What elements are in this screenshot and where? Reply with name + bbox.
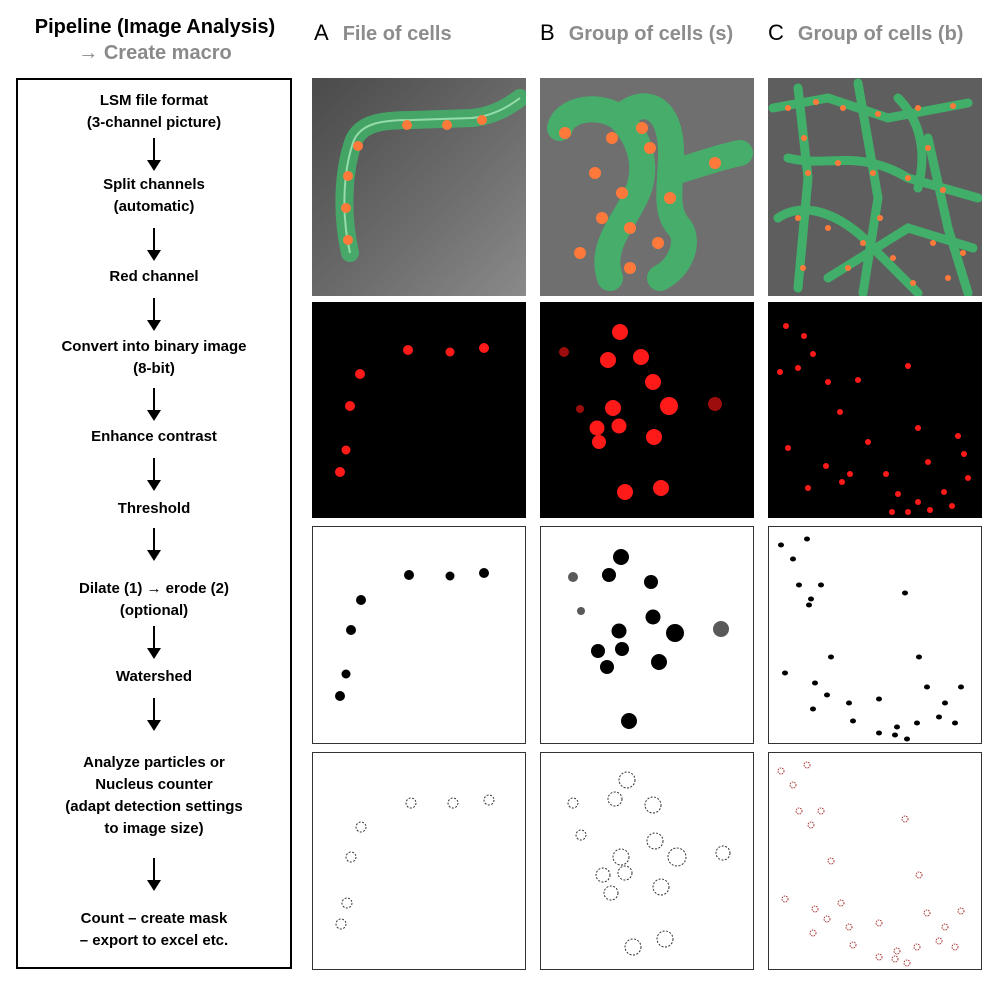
down-arrow-icon xyxy=(147,138,161,171)
step-count-mask: Count – create mask xyxy=(80,910,228,927)
down-arrow-icon xyxy=(147,228,161,261)
column-name: Group of cells (s) xyxy=(568,23,734,45)
step-nucleus-counter: Nucleus counter xyxy=(95,776,213,793)
step-convert-note: (8-bit) xyxy=(133,360,175,377)
down-arrow-icon xyxy=(147,298,161,331)
step-convert-binary: Convert into binary image xyxy=(61,338,247,355)
column-letter: C xyxy=(768,20,784,45)
micrograph-a-red-channel xyxy=(312,302,526,518)
step-enhance-contrast: Enhance contrast xyxy=(91,428,217,445)
micrograph-a-overlay xyxy=(312,78,526,296)
micrograph-c-binary xyxy=(768,526,982,744)
column-letter: A xyxy=(314,20,329,45)
step-dilate-note: (optional) xyxy=(119,602,189,619)
micrograph-c-red-channel xyxy=(768,302,982,518)
pipeline-box xyxy=(16,78,292,969)
step-red-channel: Red channel xyxy=(109,268,199,285)
step-lsm-note: (3-channel picture) xyxy=(86,114,222,131)
down-arrow-icon xyxy=(147,698,161,731)
down-arrow-icon xyxy=(147,528,161,561)
micrograph-c-outlines xyxy=(768,752,982,970)
micrograph-b-overlay xyxy=(540,78,754,296)
pipeline-title: Pipeline (Image Analysis) xyxy=(34,16,276,38)
step-split-note: (automatic) xyxy=(113,198,195,215)
column-name: Group of cells (b) xyxy=(797,23,964,45)
down-arrow-icon xyxy=(147,388,161,421)
micrograph-a-outlines xyxy=(312,752,526,970)
column-header-c: C Group of cells (b) xyxy=(768,20,963,46)
step-adapt-settings: (adapt detection settings xyxy=(65,798,243,815)
column-name: File of cells xyxy=(342,23,452,45)
micrograph-b-outlines xyxy=(540,752,754,970)
micrograph-b-red-channel xyxy=(540,302,754,518)
step-lsm-file-format: LSM file format xyxy=(99,92,209,109)
micrograph-c-overlay xyxy=(768,78,982,296)
step-watershed: Watershed xyxy=(115,668,193,685)
column-header-a: A File of cells xyxy=(314,20,452,46)
step-dilate-erode: Dilate (1) → erode (2) xyxy=(78,580,230,597)
step-threshold: Threshold xyxy=(117,500,191,517)
down-arrow-icon xyxy=(147,858,161,891)
down-arrow-icon xyxy=(147,626,161,659)
micrograph-b-binary xyxy=(540,526,754,744)
micrograph-a-binary xyxy=(312,526,526,744)
step-analyze-particles: Analyze particles or xyxy=(83,754,225,771)
step-split-channels: Split channels xyxy=(103,176,205,193)
step-export: – export to excel etc. xyxy=(79,932,229,949)
step-image-size: to image size) xyxy=(104,820,204,837)
pipeline-subtitle: → Create macro xyxy=(78,42,232,64)
column-letter: B xyxy=(540,20,555,45)
column-header-b: B Group of cells (s) xyxy=(540,20,733,46)
down-arrow-icon xyxy=(147,458,161,491)
